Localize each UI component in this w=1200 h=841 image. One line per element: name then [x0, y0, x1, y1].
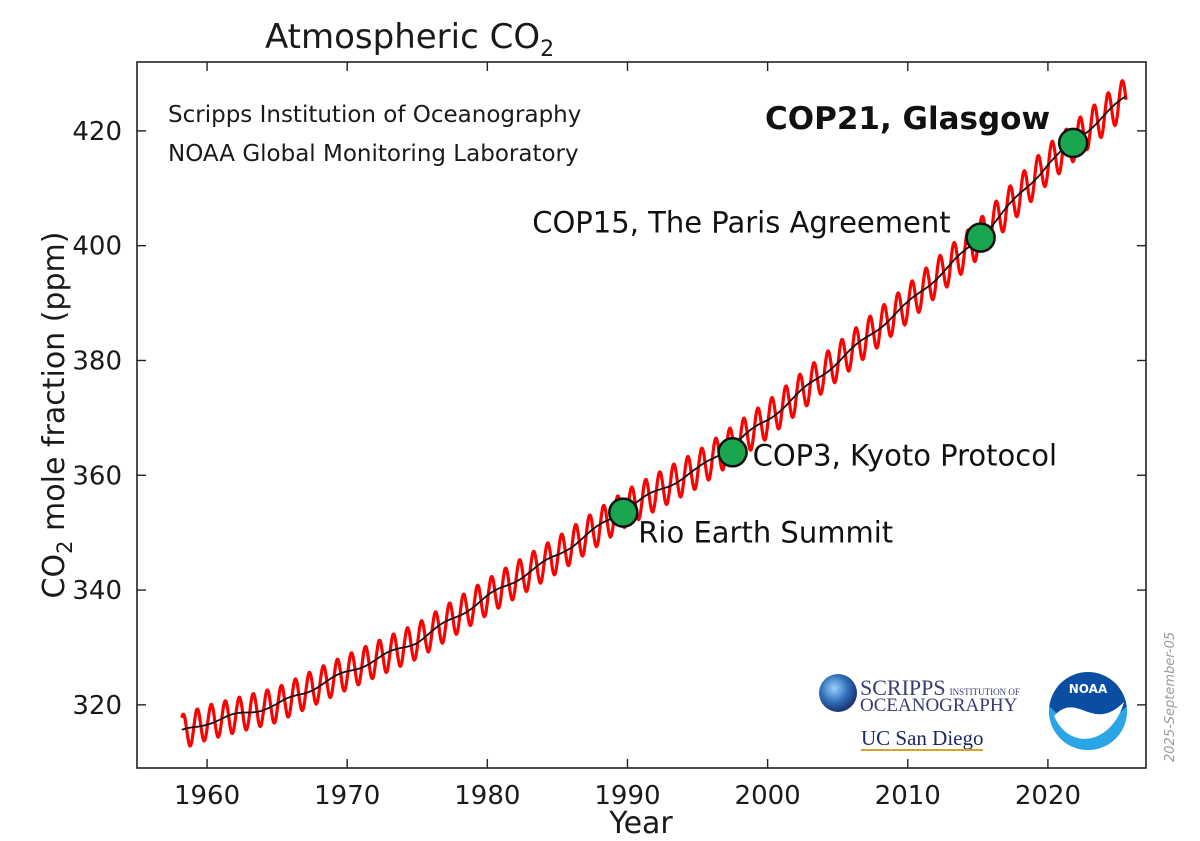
x-tick-label: 2010 [875, 781, 941, 811]
noaa-bird-shape [1054, 702, 1124, 739]
globe-icon [819, 674, 857, 712]
event-marker [1057, 127, 1089, 159]
marker-layer: Rio Earth Summit COP3, Kyoto Protocol COP1… [532, 101, 1089, 550]
credit-noaa: NOAA Global Monitoring Laboratory [168, 141, 579, 167]
oceanography-wordmark: OCEANOGRAPHY [860, 695, 1018, 716]
event-label: Rio Earth Summit [638, 516, 893, 550]
credit-scripps: Scripps Institution of Oceanography [168, 102, 581, 128]
y-tick-label: 400 [72, 232, 122, 262]
x-tick-label: 1970 [314, 781, 380, 811]
monthly-co2-series [180, 79, 1128, 748]
scripps-wordmark: SCRIPPS INSTITUTION OF [860, 675, 1020, 700]
x-tick-label: 1960 [174, 781, 240, 811]
series-layer [180, 79, 1128, 748]
chart-title: Atmospheric CO2 [265, 17, 554, 62]
scripps-logo: SCRIPPS INSTITUTION OF OCEANOGRAPHY UC Sa… [819, 674, 1020, 751]
y-axis-label: CO2 mole fraction (ppm) [37, 232, 77, 599]
y-tick-label: 320 [72, 691, 122, 721]
x-tick-label: 1990 [594, 781, 660, 811]
trend-co2-series [181, 95, 1126, 731]
event-marker [965, 222, 996, 253]
event-marker [717, 437, 748, 468]
ucsd-wordmark: UC San Diego [861, 726, 984, 750]
x-tick-label: 1980 [454, 781, 520, 811]
y-tick-label: 420 [72, 117, 122, 147]
event-label: COP15, The Paris Agreement [532, 206, 950, 240]
datestamp: 2025-September-05 [1163, 632, 1178, 762]
event-marker [608, 497, 639, 528]
y-tick-label: 360 [72, 461, 122, 491]
event-label: COP3, Kyoto Protocol [753, 438, 1057, 472]
axis-ticks: 1960 1970 1980 1990 2000 2010 2020 320 340 360 380… [72, 62, 1146, 811]
x-axis-label: Year [608, 806, 673, 841]
noaa-wordmark: NOAA [1069, 682, 1108, 696]
x-tick-label: 2000 [735, 781, 801, 811]
noaa-logo: NOAA [1049, 672, 1127, 750]
plot-frame [136, 61, 1147, 769]
x-tick-label: 2020 [1015, 781, 1081, 811]
event-label: COP21, Glasgow [765, 101, 1050, 137]
y-tick-label: 380 [72, 346, 122, 376]
y-tick-label: 340 [72, 576, 122, 606]
